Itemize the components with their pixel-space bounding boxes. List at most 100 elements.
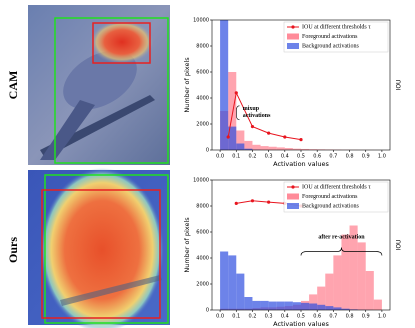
histogram-bar <box>349 225 358 310</box>
histogram-bar <box>341 234 350 310</box>
y-tick-label: 6000 <box>196 230 209 236</box>
x-tick-label: 0.6 <box>313 154 321 160</box>
legend-label: Background activations <box>302 43 359 49</box>
iou-point <box>267 200 271 204</box>
histogram-bar <box>373 299 382 310</box>
x-tick-label: 0.3 <box>265 154 273 160</box>
annotation: activations <box>243 113 271 119</box>
annotation: after re-activation <box>318 235 365 241</box>
y-tick-label: 8000 <box>196 204 209 210</box>
histogram-bar <box>268 146 277 150</box>
y-tick-label: 6000 <box>196 70 209 76</box>
iou-point <box>250 199 255 203</box>
histogram-bar <box>228 126 237 150</box>
x-tick-label: 0.2 <box>248 154 256 160</box>
histogram-bar <box>317 304 326 310</box>
histogram-bar <box>317 149 326 150</box>
histogram-bar <box>236 130 245 150</box>
y-tick-label: 4000 <box>196 256 209 262</box>
histogram-bar <box>301 302 310 310</box>
histogram-bar <box>220 251 229 310</box>
x-tick-label: 0.8 <box>346 314 354 320</box>
histogram-bar <box>301 148 310 150</box>
x-tick-label: 0.5 <box>297 154 305 160</box>
histogram-bar <box>341 308 350 310</box>
histogram-bar <box>284 148 293 150</box>
histogram-bar <box>260 146 269 150</box>
legend-label: Foreground activations <box>302 34 358 40</box>
legend-box <box>283 21 389 53</box>
x-tick-label: 0.0 <box>216 314 224 320</box>
x-tick-label: 1.0 <box>378 154 386 160</box>
histogram-bar <box>252 300 261 310</box>
legend-marker <box>291 25 295 29</box>
histogram-bar <box>333 307 342 310</box>
x-tick-label: 0.1 <box>232 314 240 320</box>
histogram-bar <box>317 286 326 310</box>
legend-label: IOU at different thresholds τ <box>302 183 371 190</box>
y-tick-label: 0 <box>206 148 209 154</box>
histogram-bar <box>276 147 285 150</box>
iou-line <box>227 91 302 141</box>
x-axis-label: Activation values <box>273 160 329 168</box>
y-tick-label: 4000 <box>196 96 209 102</box>
histogram-bar <box>309 303 318 310</box>
histogram-bar <box>220 20 229 150</box>
row-label: CAM <box>6 71 20 100</box>
y2-axis-label: IOU <box>396 80 403 91</box>
iou-point <box>234 91 238 95</box>
iou-point <box>226 135 230 139</box>
cam-image <box>28 5 170 165</box>
x-tick-label: 0.9 <box>362 314 370 320</box>
histogram-bar <box>365 271 374 310</box>
histogram-bar <box>244 148 253 150</box>
x-tick-label: 1.0 <box>378 314 386 320</box>
y-tick-label: 2000 <box>196 282 209 288</box>
y-axis-label: Number of pixels <box>183 57 191 113</box>
histogram-bar <box>252 144 261 150</box>
legend-swatch <box>287 43 299 49</box>
histogram-bar <box>268 301 277 310</box>
x-tick-label: 0.3 <box>265 314 273 320</box>
histogram-bar <box>276 301 285 310</box>
histogram-bar <box>309 149 318 150</box>
y-axis-label: Number of pixels <box>183 217 191 273</box>
histogram-bar <box>284 301 293 310</box>
histogram-bar <box>292 148 301 150</box>
iou-point <box>250 125 255 129</box>
y-tick-label: 10000 <box>193 178 209 184</box>
x-tick-label: 0.7 <box>329 154 337 160</box>
x-tick-label: 0.9 <box>362 154 370 160</box>
histogram-bar <box>325 306 334 310</box>
y-tick-label: 8000 <box>196 44 209 50</box>
x-tick-label: 0.5 <box>297 314 305 320</box>
legend-label: IOU at different thresholds τ <box>302 23 371 30</box>
y2-axis-label: IOU <box>396 240 403 251</box>
legend-box <box>283 181 389 213</box>
x-tick-label: 0.4 <box>281 154 289 160</box>
histogram-bar <box>244 140 253 150</box>
iou-point <box>283 135 287 139</box>
histogram-bar <box>357 242 366 310</box>
x-tick-label: 0.6 <box>313 314 321 320</box>
iou-point <box>234 201 238 205</box>
annotation-bracket <box>236 105 240 121</box>
ours-image <box>28 168 170 328</box>
iou-point <box>299 138 303 142</box>
legend-label: Background activations <box>302 203 359 209</box>
histogram-bar <box>236 143 245 150</box>
histogram-bar <box>228 72 237 150</box>
annotation-brace <box>300 247 383 256</box>
histogram-bar <box>309 294 318 310</box>
row-label: Ours <box>6 237 20 263</box>
y-tick-label: 2000 <box>196 122 209 128</box>
y-tick-label: 0 <box>206 308 209 314</box>
histogram-bar <box>292 302 301 310</box>
legend-swatch <box>287 203 299 209</box>
x-tick-label: 0.0 <box>216 154 224 160</box>
iou-point <box>267 131 271 135</box>
histogram-bar <box>244 297 253 310</box>
legend-swatch <box>287 33 299 40</box>
x-tick-label: 0.8 <box>346 154 354 160</box>
